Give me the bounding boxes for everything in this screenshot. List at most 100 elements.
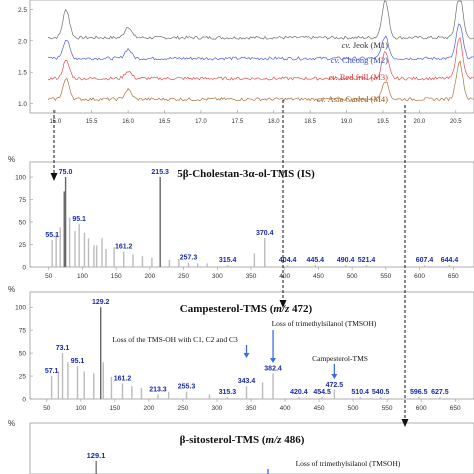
ms-panel-sitosterol: % β-sitosterol-TMS (m/z 486) 129.1 Loss …	[8, 419, 474, 474]
chromatogram-x-tick-label: 19.0	[341, 119, 353, 125]
ms-panel-campesterol-peak	[245, 386, 248, 399]
ms-panel-campesterol-peak	[100, 307, 102, 399]
ms-panel-campesterol-peak-label: 73.1	[56, 345, 70, 352]
ms-panel-campesterol-x-tick-label: 250	[178, 405, 189, 412]
ms-panel-is-peak	[206, 263, 208, 267]
ms-panel-campesterol-y-tick-label: 25	[19, 374, 27, 381]
ms-panel-campesterol-y-tick-label: 75	[19, 328, 27, 335]
ms-panel-campesterol-peak-labels: 57.1 73.195.1 129.2 161.2 213.3 255.3 315.3343…	[45, 299, 449, 396]
ms-panel-campesterol-peak	[50, 376, 53, 399]
ms-panel-is-peak	[123, 251, 125, 267]
ms-panel-campesterol-arrows	[243, 330, 338, 379]
ms-panel-is-peak	[68, 217, 71, 267]
ms-panel-sitosterol-frame	[29, 422, 474, 474]
ms-panel-campesterol-x-tick-label: 300	[212, 405, 223, 412]
ms-panel-is-peak-label: 521.4	[358, 257, 376, 264]
ms-panel-campesterol-peak	[67, 362, 69, 399]
ms-panel-is-peak	[105, 249, 107, 267]
ms-panel-is-x-tick-label: 550	[380, 273, 391, 280]
ms-panel-campesterol-peak	[185, 391, 188, 399]
ms-panel-is-x-tick-label: 650	[448, 273, 459, 280]
ms-panel-campesterol-x-tick-label: 650	[450, 405, 461, 412]
chromatogram-x-tick-label: 20.0	[414, 119, 426, 125]
ms-panel-is-peak	[95, 245, 98, 267]
ms-panel-campesterol-y-symbol: %	[8, 285, 15, 294]
ms-panel-campesterol-y-tick-label: 100	[15, 305, 26, 312]
ms-panel-is-peak	[168, 259, 171, 267]
chromatogram-trace	[47, 23, 474, 61]
ms-panel-campesterol-peak	[418, 397, 420, 399]
ms-panel-is-x-tick-label: 300	[212, 273, 223, 280]
ms-panel-campesterol-peak	[157, 394, 159, 399]
legend-label-m2: cv. Cheong (M2)	[331, 55, 388, 65]
ms-panel-is-peak	[151, 258, 153, 267]
chromatogram-frame	[29, 0, 474, 114]
ms-panel-is-peak	[141, 256, 144, 267]
ms-panel-is-peak-label: 404.4	[279, 257, 297, 264]
chromatogram-x-tick-label: 18.0	[268, 119, 280, 125]
ms-panel-campesterol-peak	[333, 389, 336, 399]
ms-panel-is-peak	[101, 238, 103, 267]
chromatogram-x-tick-label: 16.5	[159, 119, 171, 125]
ms-panel-campesterol-peak	[261, 382, 264, 399]
ms-panel-campesterol-x-tick-label: 500	[348, 405, 359, 412]
chromatogram-panel: 1.0 1.5 2.0 2.5 15.0 15.5 16.0 16.5 17.0 17.5 18.…	[18, 0, 474, 125]
ms-panel-campesterol-x-tick-label: 600	[416, 405, 427, 412]
retention-time-connectors	[50, 100, 409, 427]
ms-panel-campesterol-peak	[439, 397, 441, 399]
ms-panel-is-peak	[113, 247, 115, 267]
chromatogram-x-tick-label: 17.5	[231, 119, 243, 125]
ms-panel-is-peak	[132, 254, 134, 267]
ms-panel-campesterol-peak	[167, 391, 170, 399]
ms-panel-is-x-tick-label: 500	[347, 273, 358, 280]
ms-panel-is-peak	[448, 265, 451, 267]
annotation-arrow-head	[243, 353, 250, 358]
ms-panel-is-peak	[187, 262, 190, 267]
chromatogram-x-tick-label: 15.5	[86, 119, 98, 125]
ms-panel-is-peak	[64, 177, 67, 267]
ms-panel-is-y-tick-label: 0	[22, 265, 26, 272]
ms-panel-is-x-tick-label: 150	[111, 273, 122, 280]
chromatogram-y-tick-label: 1.0	[18, 101, 27, 108]
ms-panel-campesterol-peak	[379, 397, 382, 399]
chromatogram-trace	[47, 60, 474, 102]
ms-panel-is-peak	[365, 265, 368, 267]
ms-panel-campesterol-peak-label: 627.5	[431, 389, 449, 396]
ms-panel-campesterol-peak	[102, 362, 104, 399]
chromatogram-trace	[47, 0, 474, 40]
ms-panel-is-peak-label: 445.4	[307, 257, 325, 264]
ms-panel-campesterol-peak	[121, 383, 124, 399]
ms-panel-campesterol-peak	[83, 371, 85, 399]
ms-panel-campesterol-peak-label: 315.3	[219, 389, 237, 396]
legend-label-m1: cv. Jeok (M1)	[342, 40, 389, 50]
ms-panel-is-peak	[87, 238, 90, 267]
chromatogram-x-tick-label: 19.5	[377, 119, 389, 125]
ms-panel-is-peak-label: 161.2	[115, 244, 133, 251]
ms-panel-is-x-tick-label: 350	[246, 273, 257, 280]
ms-panel-is-peak	[226, 265, 229, 267]
ms-panel-is-x-tick-label: 200	[144, 273, 155, 280]
ms-panel-is-peak	[423, 265, 426, 267]
ms-panel-campesterol-x-tick-label: 50	[43, 405, 51, 412]
ms-panel-campesterol-y-tick-label: 50	[19, 351, 27, 358]
chromatogram-x-tick-label: 17.0	[195, 119, 207, 125]
ms-panel-campesterol-title: Campesterol-TMS (m/z 472)	[180, 303, 313, 315]
ms-panel-is-peak-label: 55.1	[45, 232, 59, 239]
ms-panel-is-peak	[314, 265, 317, 267]
ms-panel-campesterol-x-tick-label: 350	[246, 405, 257, 412]
ms-panel-campesterol-peak-label: 510.4	[351, 389, 369, 396]
ms-panel-is: % 5β-Cholestan-3α-ol-TMS (IS) 0 25 50 75 100…	[8, 155, 474, 280]
ms-panel-is-peak	[78, 223, 80, 267]
ms-panel-is-peak	[59, 227, 61, 267]
annotation-campesterol-text: Campesterol-TMS	[312, 354, 368, 363]
ms-panel-is-peak-label: 315.4	[219, 257, 237, 264]
chromatogram-y-tick-label: 2.0	[18, 38, 27, 45]
ms-panel-campesterol-peak	[61, 353, 64, 399]
connector-campesterol-head	[279, 300, 287, 308]
ms-panel-campesterol-peak-label: 95.1	[71, 358, 85, 365]
ms-panel-is-title: 5β-Cholestan-3α-ol-TMS (IS)	[177, 168, 315, 180]
ms-panel-campesterol-frame	[29, 291, 474, 400]
ms-panel-is-x-tick-label: 600	[414, 273, 425, 280]
chromatogram-y-tick-label: 2.5	[18, 7, 27, 14]
ms-panel-campesterol-peak-label: 454.5	[313, 389, 331, 396]
